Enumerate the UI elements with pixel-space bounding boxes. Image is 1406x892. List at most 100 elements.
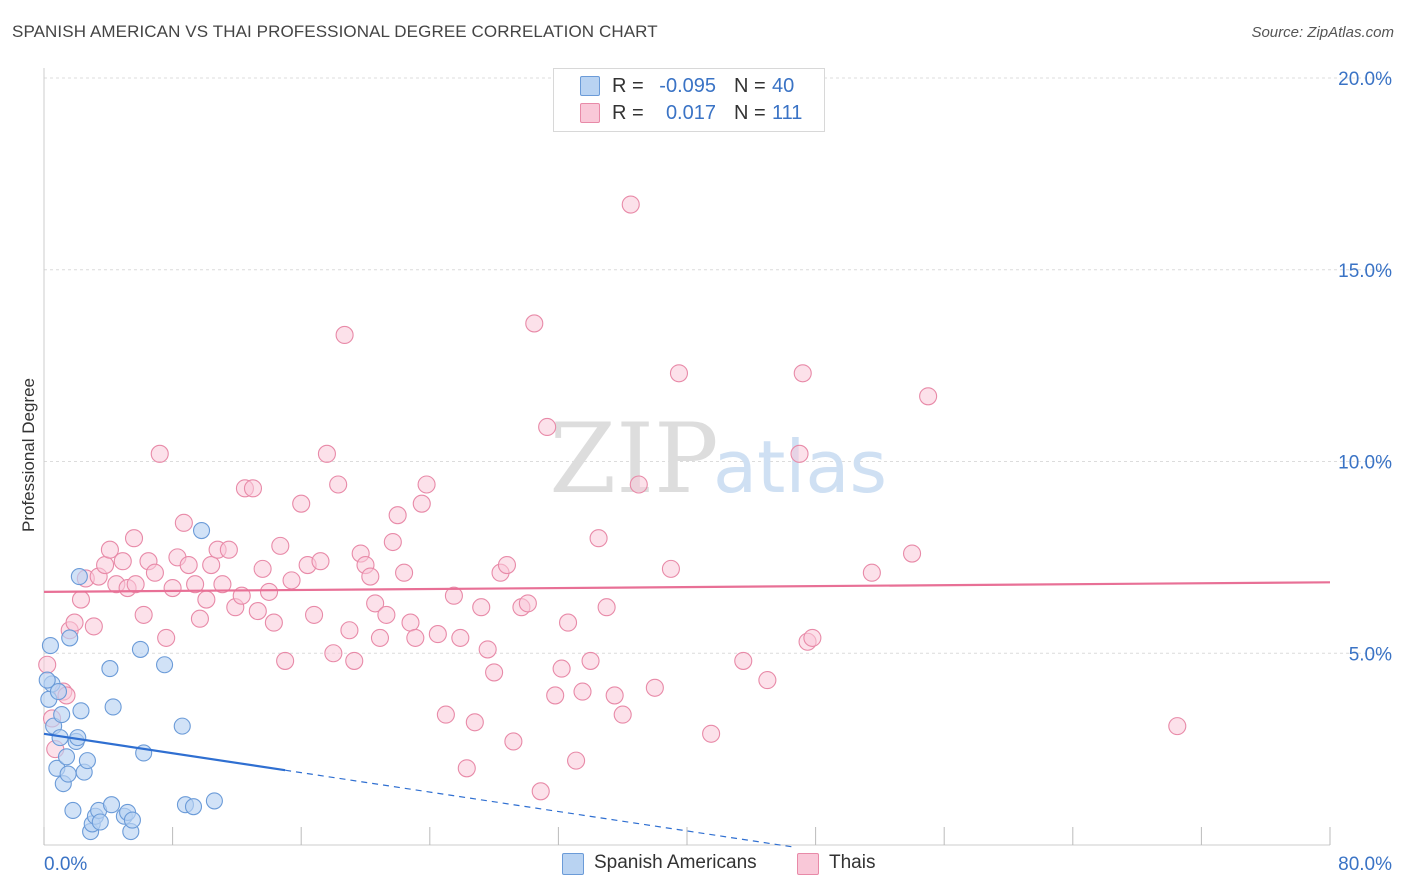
thai-point <box>190 609 209 628</box>
bottom-legend-swatch-thais <box>797 853 819 875</box>
thai-point <box>552 659 571 678</box>
thai-point <box>317 444 336 463</box>
thai-point <box>478 640 497 659</box>
legend-n-value: 40 <box>772 75 795 97</box>
thai-point <box>531 782 550 801</box>
spanish-american-point <box>38 671 56 689</box>
thai-point <box>621 195 640 214</box>
thai-point <box>366 594 385 613</box>
bottom-legend-swatch-spanish-americans <box>562 853 584 875</box>
thai-point <box>669 364 689 383</box>
thai-point <box>186 575 205 594</box>
legend-swatch-spanish-americans <box>580 76 600 96</box>
y-tick-label: 5.0% <box>1349 644 1392 665</box>
thai-point <box>292 494 311 513</box>
y-tick-label: 10.0% <box>1338 453 1392 474</box>
thai-point <box>734 651 753 670</box>
spanish-american-points <box>38 521 223 841</box>
thai-point <box>790 444 809 463</box>
thai-point <box>395 563 414 582</box>
thai-point <box>1168 717 1187 736</box>
legend-r-label: R = <box>612 102 644 124</box>
legend-r-label: R = <box>612 75 644 97</box>
legend-row-thais: R = 0.017 N = 111 <box>554 100 824 126</box>
thai-point <box>335 325 354 344</box>
x-tick-label: 0.0% <box>44 854 87 875</box>
spanish-american-point <box>72 702 90 720</box>
thai-point <box>329 475 348 494</box>
thai-point <box>581 651 600 670</box>
thai-point <box>305 605 324 624</box>
thai-point <box>361 567 380 586</box>
thai-point <box>567 751 586 770</box>
spanish-american-point <box>64 801 82 820</box>
thai-point <box>428 625 447 644</box>
thai-point <box>100 540 119 559</box>
thai-point <box>38 655 57 674</box>
thai-point <box>451 628 470 647</box>
thai-point <box>150 444 169 463</box>
thai-point <box>436 705 455 724</box>
legend-r-value: -0.095 <box>659 75 716 97</box>
thai-point <box>259 582 279 601</box>
thai-point <box>345 651 364 670</box>
legend-row-spanish-americans: R = -0.095 N = 40 <box>554 73 824 99</box>
thai-point <box>65 613 84 632</box>
thai-point <box>96 555 115 575</box>
thai-trend-line <box>43 581 1331 593</box>
spanish-american-point <box>78 752 96 770</box>
thai-point <box>417 475 436 494</box>
spanish-american-point <box>184 798 203 816</box>
thai-point <box>862 563 881 582</box>
spanish-american-point <box>123 811 141 829</box>
thai-point <box>902 544 922 563</box>
thai-point <box>485 663 504 682</box>
thai-point <box>702 724 721 743</box>
thai-point <box>661 559 680 578</box>
spanish-american-point <box>173 717 191 735</box>
spanish-american-point <box>131 640 149 658</box>
thai-point <box>758 671 777 690</box>
thai-point <box>126 575 145 594</box>
spanish-american-point <box>59 765 77 783</box>
legend-n-label: N = <box>734 75 766 97</box>
thai-point <box>213 575 232 594</box>
legend-n-label: N = <box>734 102 766 124</box>
thai-point <box>589 529 608 548</box>
thai-point <box>444 586 463 605</box>
thai-point <box>538 417 557 437</box>
legend-r-value: 0.017 <box>665 102 716 124</box>
thai-point <box>243 479 263 498</box>
spanish-american-point <box>102 796 121 814</box>
thai-point <box>340 621 359 640</box>
thai-point <box>271 536 290 555</box>
thai-point <box>558 613 578 632</box>
correlation-legend: R = -0.095 N = 40 R = 0.017 N = 111 <box>553 68 825 132</box>
thai-point <box>573 682 592 701</box>
thai-point <box>504 732 523 751</box>
spanish-american-trend-line <box>43 732 286 772</box>
thai-point <box>113 552 132 571</box>
spanish-american-point <box>49 683 68 701</box>
thai-point <box>605 686 624 705</box>
thai-point <box>179 555 198 575</box>
thai-point <box>157 628 176 647</box>
spanish-american-point <box>91 813 109 831</box>
spanish-american-point <box>205 792 223 810</box>
thai-point <box>370 628 390 647</box>
gridlines <box>44 77 1392 654</box>
thai-point <box>248 602 267 621</box>
thai-point <box>412 494 431 513</box>
thai-point <box>465 713 484 732</box>
thai-point <box>401 613 420 632</box>
thai-point <box>546 686 565 705</box>
chart-title: SPANISH AMERICAN VS THAI PROFESSIONAL DE… <box>12 22 658 41</box>
spanish-american-point <box>192 521 211 540</box>
spanish-american-point <box>53 706 71 724</box>
spanish-american-point <box>57 748 76 766</box>
y-tick-label: 20.0% <box>1338 69 1392 90</box>
spanish-american-point <box>70 567 88 586</box>
spanish-american-point <box>101 660 119 678</box>
thai-point <box>124 529 144 548</box>
